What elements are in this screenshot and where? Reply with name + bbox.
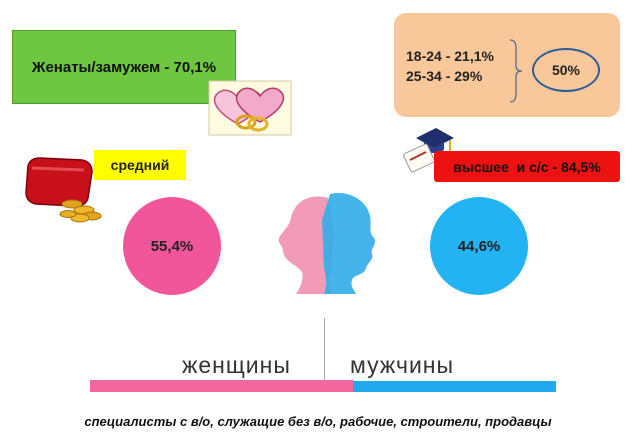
age-brace (509, 39, 523, 103)
marital-status-box: Женаты/замужем - 70,1% (12, 30, 236, 104)
wallet-coins-icon (25, 157, 102, 223)
hearts-rings-icon (208, 80, 292, 136)
men-share-circle: 44,6% (430, 197, 528, 295)
men-share-text: 44,6% (457, 237, 501, 255)
age-total-text: 50% (551, 62, 581, 78)
marital-status-text: Женаты/замужем - 70,1% (31, 58, 217, 76)
women-share-text: 55,4% (150, 237, 194, 255)
income-text: средний (110, 157, 170, 173)
occupations-caption: специалисты с в/о, служащие без в/о, раб… (84, 414, 552, 429)
education-box: высшее и с/с - 84,5% (434, 151, 620, 182)
income-box: средний (94, 150, 186, 180)
women-share-circle: 55,4% (123, 197, 221, 295)
gender-divider (324, 318, 325, 380)
men-label: мужчины (350, 352, 455, 378)
head-silhouettes-icon (278, 192, 376, 294)
age-lines: 18-24 - 21,1% 25-34 - 29% (406, 46, 494, 86)
age-line-18-24: 18-24 - 21,1% (406, 48, 494, 64)
education-text: высшее и с/с - 84,5% (453, 158, 601, 175)
men-bar (353, 381, 556, 392)
women-bar (90, 380, 353, 392)
age-total-ellipse: 50% (532, 48, 600, 92)
women-label: женщины (182, 352, 291, 378)
age-line-25-34: 25-34 - 29% (406, 68, 483, 84)
